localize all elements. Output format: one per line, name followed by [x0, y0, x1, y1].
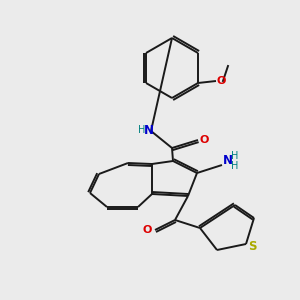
Text: O: O — [142, 225, 152, 235]
Text: H: H — [138, 125, 146, 135]
Text: H: H — [231, 151, 238, 161]
Text: S: S — [248, 239, 256, 253]
Text: O: O — [200, 135, 209, 145]
Text: O: O — [217, 76, 226, 86]
Text: N: N — [223, 154, 233, 166]
Text: N: N — [144, 124, 154, 136]
Text: H: H — [231, 161, 238, 171]
